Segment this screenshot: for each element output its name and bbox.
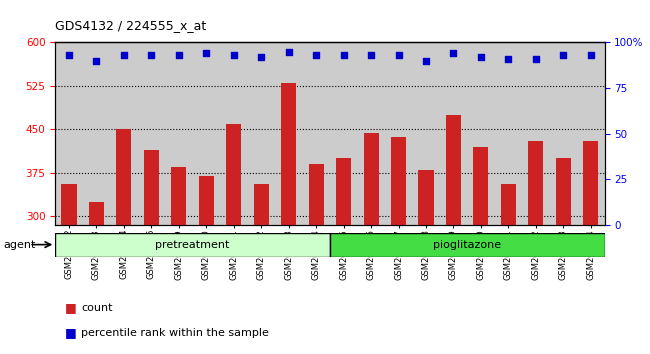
- Bar: [473, 147, 488, 354]
- Point: [421, 58, 431, 64]
- Bar: [446, 115, 461, 354]
- Bar: [467, 42, 495, 225]
- Point: [91, 58, 101, 64]
- Bar: [522, 42, 550, 225]
- Bar: [254, 184, 268, 354]
- Text: agent: agent: [3, 240, 36, 250]
- Bar: [550, 42, 577, 225]
- Point: [558, 52, 569, 58]
- Bar: [83, 42, 110, 225]
- Text: pretreatment: pretreatment: [155, 240, 229, 250]
- Point: [201, 51, 211, 56]
- Bar: [363, 133, 378, 354]
- Bar: [336, 158, 351, 354]
- Text: pioglitazone: pioglitazone: [433, 240, 501, 250]
- Text: ■: ■: [65, 326, 77, 339]
- Bar: [226, 124, 241, 354]
- Bar: [358, 42, 385, 225]
- Text: count: count: [81, 303, 112, 313]
- Bar: [391, 137, 406, 354]
- Bar: [302, 42, 330, 225]
- Point: [530, 56, 541, 62]
- Bar: [220, 42, 248, 225]
- Point: [586, 52, 596, 58]
- Bar: [55, 233, 330, 257]
- Bar: [281, 83, 296, 354]
- Point: [256, 54, 266, 60]
- Point: [393, 52, 404, 58]
- Point: [503, 56, 514, 62]
- Bar: [385, 42, 412, 225]
- Text: GDS4132 / 224555_x_at: GDS4132 / 224555_x_at: [55, 19, 207, 32]
- Bar: [111, 42, 138, 225]
- Bar: [116, 129, 131, 354]
- Bar: [89, 202, 104, 354]
- Bar: [165, 42, 192, 225]
- Bar: [412, 42, 439, 225]
- Bar: [501, 184, 516, 354]
- Bar: [330, 233, 604, 257]
- Text: percentile rank within the sample: percentile rank within the sample: [81, 328, 269, 338]
- Bar: [495, 42, 522, 225]
- Text: ■: ■: [65, 302, 77, 314]
- Point: [283, 49, 294, 55]
- Bar: [144, 149, 159, 354]
- Point: [229, 52, 239, 58]
- Point: [448, 51, 459, 56]
- Bar: [583, 141, 598, 354]
- Bar: [309, 164, 324, 354]
- Bar: [419, 170, 434, 354]
- Point: [366, 52, 376, 58]
- Bar: [275, 42, 302, 225]
- Point: [64, 52, 74, 58]
- Bar: [248, 42, 275, 225]
- Point: [146, 52, 157, 58]
- Bar: [138, 42, 165, 225]
- Point: [311, 52, 321, 58]
- Bar: [556, 158, 571, 354]
- Bar: [55, 42, 83, 225]
- Bar: [172, 167, 187, 354]
- Point: [174, 52, 184, 58]
- Bar: [62, 184, 77, 354]
- Bar: [199, 176, 214, 354]
- Bar: [330, 42, 358, 225]
- Bar: [577, 42, 605, 225]
- Bar: [192, 42, 220, 225]
- Point: [476, 54, 486, 60]
- Point: [339, 52, 349, 58]
- Bar: [439, 42, 467, 225]
- Bar: [528, 141, 543, 354]
- Point: [119, 52, 129, 58]
